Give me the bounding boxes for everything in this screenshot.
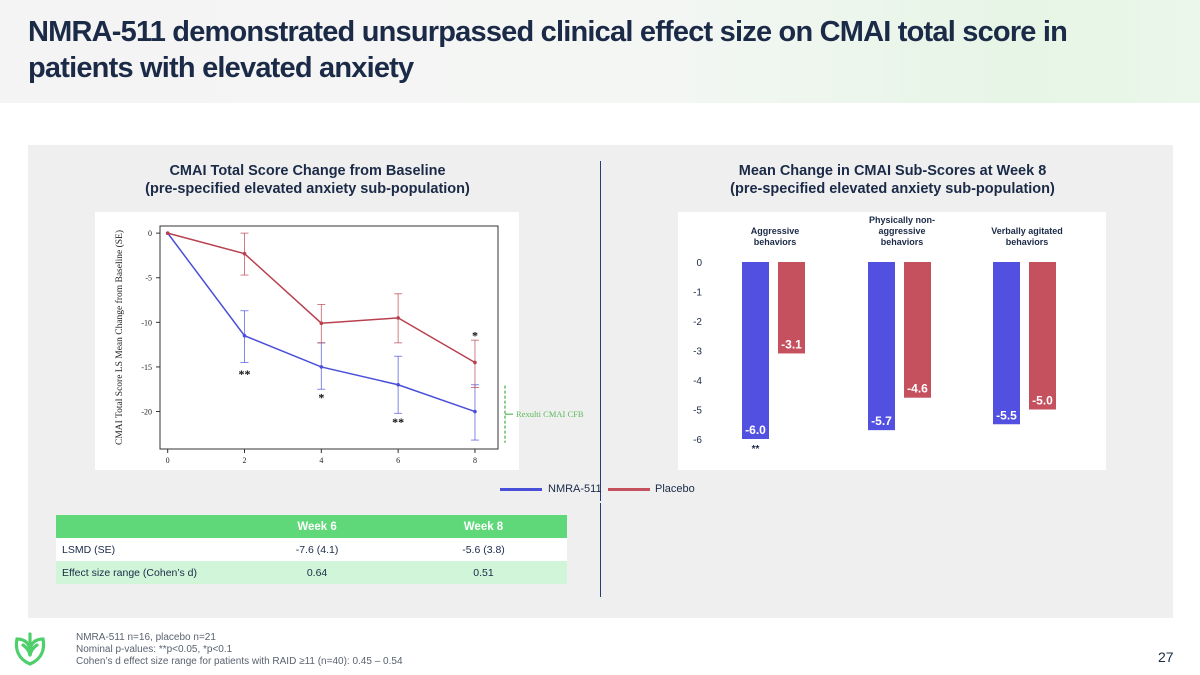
bar-value-label: -6.0 — [745, 423, 766, 437]
bar-placebo — [904, 262, 931, 398]
significance-mark: * — [472, 329, 478, 343]
left-chart-title: CMAI Total Score Change from Baseline (p… — [80, 162, 535, 198]
rexulti-label: Rexulti CMAI CFB — [516, 409, 584, 419]
data-point — [242, 251, 247, 256]
panel-divider-lower — [600, 503, 601, 597]
data-point — [396, 316, 400, 320]
stats-table: Week 6 Week 8 LSMD (SE) -7.6 (4.1) -5.6 … — [56, 515, 567, 584]
significance-mark: ** — [752, 444, 760, 455]
category-label: aggressive — [878, 226, 925, 236]
y-tick-label: -15 — [141, 363, 152, 372]
right-chart-title: Mean Change in CMAI Sub-Scores at Week 8… — [660, 162, 1125, 198]
y-tick-label: -5 — [145, 274, 152, 283]
table-cell-week6: -7.6 (4.1) — [295, 543, 339, 556]
bar-value-label: -4.6 — [907, 382, 928, 396]
bar-value-label: -3.1 — [781, 337, 802, 351]
right-chart-title-line1: Mean Change in CMAI Sub-Scores at Week 8 — [738, 163, 1047, 179]
y-axis-label: CMAI Total Score LS Mean Change from Bas… — [114, 230, 125, 445]
y-tick-label: 0 — [148, 229, 152, 238]
table-header-empty — [56, 515, 235, 538]
legend-nmra-label: NMRA-511 — [548, 483, 602, 495]
table-header-week6: Week 6 — [234, 515, 401, 538]
x-tick-label: 4 — [319, 456, 323, 465]
line-chart-box — [95, 212, 519, 470]
legend-placebo-swatch — [608, 488, 650, 491]
significance-mark: ** — [392, 415, 404, 429]
data-point — [319, 321, 324, 326]
bar-chart: 0-1-2-3-4-5-6AggressivebehaviorsPhysical… — [693, 215, 1063, 455]
data-point — [396, 382, 400, 387]
category-label: behaviors — [754, 237, 797, 247]
legend-placebo-label: Placebo — [655, 483, 695, 495]
category-label: Aggressive — [751, 226, 800, 236]
bar-value-label: -5.5 — [996, 408, 1017, 422]
data-point — [165, 231, 170, 235]
bar-placebo — [778, 262, 805, 354]
table-row: Effect size range (Cohen’s d) 0.64 0.51 — [56, 561, 567, 584]
bar-nmra — [742, 262, 769, 439]
table-row: LSMD (SE) -7.6 (4.1) -5.6 (3.8) — [56, 538, 567, 561]
data-point — [242, 333, 247, 338]
left-chart-title-line2: (pre-specified elevated anxiety sub-popu… — [145, 181, 470, 197]
x-tick-label: 0 — [166, 456, 170, 465]
bar-nmra — [993, 262, 1020, 425]
footnote-line3: Cohen’s d effect size range for patients… — [76, 656, 403, 668]
x-tick-label: 8 — [473, 456, 477, 465]
x-tick-label: 2 — [243, 456, 247, 465]
y-tick-label: -3 — [693, 347, 702, 358]
data-point — [319, 365, 324, 369]
bar-value-label: -5.7 — [871, 414, 892, 428]
bar-placebo — [1029, 262, 1056, 410]
right-chart-title-line2: (pre-specified elevated anxiety sub-popu… — [730, 181, 1055, 197]
page-number: 27 — [1158, 649, 1174, 665]
company-leaf-logo-icon — [14, 632, 46, 666]
y-tick-label: 0 — [696, 258, 702, 269]
y-tick-label: -1 — [693, 288, 702, 299]
bar-nmra — [868, 262, 895, 431]
category-label: Verbally agitated — [991, 226, 1063, 236]
footnote-line1: NMRA-511 n=16, placebo n=21 — [76, 632, 216, 643]
category-label: behaviors — [881, 237, 924, 247]
data-point — [473, 360, 477, 365]
table-header-week8: Week 8 — [400, 515, 567, 538]
y-tick-label: -2 — [693, 317, 702, 328]
table-header-row: Week 6 Week 8 — [56, 515, 567, 538]
line-chart: 0-5-10-15-2002468Analysis WeekCMAI Total… — [114, 225, 584, 465]
legend-nmra-swatch — [500, 488, 542, 491]
category-label: behaviors — [1006, 237, 1049, 247]
x-tick-label: 6 — [396, 456, 400, 465]
data-point — [473, 409, 477, 414]
footnotes: NMRA-511 n=16, placebo n=21 Nominal p-va… — [76, 632, 403, 669]
title-band — [0, 0, 1200, 103]
y-tick-label: -6 — [693, 435, 702, 446]
page-title: NMRA-511 demonstrated unsurpassed clinic… — [28, 16, 1068, 84]
significance-mark: * — [318, 390, 324, 404]
table-cell-week8: -5.6 (3.8) — [462, 543, 505, 556]
category-label: Physically non- — [869, 215, 935, 225]
table-cell-week6: 0.64 — [306, 566, 328, 579]
y-tick-label: -5 — [693, 406, 702, 417]
left-chart-title-line1: CMAI Total Score Change from Baseline — [169, 163, 446, 179]
panel-divider-upper — [600, 161, 601, 501]
bar-value-label: -5.0 — [1032, 394, 1053, 408]
y-tick-label: -20 — [141, 408, 152, 417]
significance-mark: ** — [239, 367, 251, 381]
y-tick-label: -4 — [693, 376, 702, 387]
y-tick-label: -10 — [141, 318, 152, 327]
plot-frame — [159, 225, 499, 450]
table-cell-week8: 0.51 — [473, 566, 494, 579]
footnote-line2: Nominal p-values: **p<0.05, *p<0.1 — [76, 644, 233, 656]
table-cell-label: LSMD (SE) — [62, 543, 116, 556]
table-cell-label: Effect size range (Cohen’s d) — [62, 566, 198, 579]
